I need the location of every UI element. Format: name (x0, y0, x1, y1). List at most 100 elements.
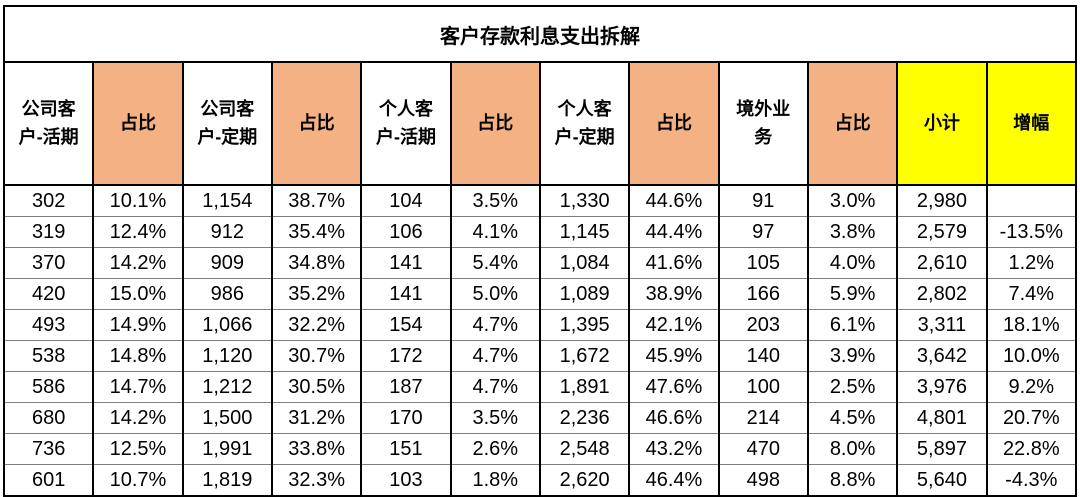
table-row: 493 14.9% 1,066 32.2% 154 4.7% 1,395 42.1% 203 6.… (2, 309, 1078, 341)
header-cell: 增幅 (985, 61, 1078, 186)
table-cell: 2,548 (538, 433, 631, 465)
table-cell: 9.2% (985, 371, 1078, 403)
table-cell: 8.0% (806, 433, 899, 465)
table-cell: 1,145 (538, 216, 631, 248)
table-cell: 38.7% (270, 184, 363, 217)
table-cell: 1,154 (181, 184, 273, 217)
header-cell: 公司客户-定期 (181, 61, 273, 186)
table-cell: 3,311 (896, 309, 988, 341)
table-cell: 43.2% (628, 433, 720, 465)
table-cell: 31.2% (270, 402, 363, 434)
table-cell: 44.6% (628, 184, 720, 217)
table-cell: 104 (360, 184, 452, 217)
table-row: 601 10.7% 1,819 32.3% 103 1.8% 2,620 46.4% 498 8.… (2, 464, 1078, 497)
table-cell: 32.2% (270, 309, 363, 341)
table-cell: 44.4% (628, 216, 720, 248)
table-cell: 15.0% (92, 278, 184, 310)
table-cell: 154 (360, 309, 452, 341)
table-cell: 420 (2, 278, 95, 310)
table-cell: 18.1% (985, 309, 1078, 341)
header-row: 公司客户-活期 占比 公司客户-定期 占比 个人客户-活期 占比 个人客户-定期 占比 境外业务… (2, 61, 1078, 186)
table-cell: 736 (2, 433, 95, 465)
table-cell: 30.5% (270, 371, 363, 403)
table-cell: 14.7% (92, 371, 184, 403)
table-cell: 4.1% (449, 216, 541, 248)
table-cell: 1,395 (538, 309, 631, 341)
table-cell: 14.8% (92, 340, 184, 372)
table-cell: 586 (2, 371, 95, 403)
deposit-interest-table: 客户存款利息支出拆解 公司客户-活期 占比 公司客户-定期 占比 个人客户-活期 占比 个人… (2, 5, 1078, 497)
table-cell: 30.7% (270, 340, 363, 372)
table-row: 680 14.2% 1,500 31.2% 170 3.5% 2,236 46.6% 214 4.… (2, 402, 1078, 434)
table-cell: 141 (360, 247, 452, 279)
table-row: 302 10.1% 1,154 38.7% 104 3.5% 1,330 44.6% 91 3.0… (2, 184, 1078, 217)
table-cell: 5.9% (806, 278, 899, 310)
table-cell: 3,642 (896, 340, 988, 372)
table-cell: 12.4% (92, 216, 184, 248)
header-cell: 占比 (806, 61, 899, 186)
header-cell: 占比 (92, 61, 184, 186)
table-row: 538 14.8% 1,120 30.7% 172 4.7% 1,672 45.9% 140 3.… (2, 340, 1078, 372)
table-cell: 12.5% (92, 433, 184, 465)
table-cell: 986 (181, 278, 273, 310)
table-cell: 187 (360, 371, 452, 403)
table-cell: 1,330 (538, 184, 631, 217)
table-cell: 1,991 (181, 433, 273, 465)
table-cell: 172 (360, 340, 452, 372)
table-cell: 498 (717, 464, 809, 497)
table-cell: 470 (717, 433, 809, 465)
table-cell: 4.7% (449, 309, 541, 341)
table-cell: 909 (181, 247, 273, 279)
table-cell: 1.2% (985, 247, 1078, 279)
table-cell: 22.8% (985, 433, 1078, 465)
table-cell: 38.9% (628, 278, 720, 310)
table-cell: 5.4% (449, 247, 541, 279)
table-cell: 20.7% (985, 402, 1078, 434)
table-cell: 1,672 (538, 340, 631, 372)
table-cell: 45.9% (628, 340, 720, 372)
table-cell: 214 (717, 402, 809, 434)
table-cell: 42.1% (628, 309, 720, 341)
table-cell: 14.9% (92, 309, 184, 341)
table-cell: 166 (717, 278, 809, 310)
table-cell: 2,579 (896, 216, 988, 248)
table-cell: 34.8% (270, 247, 363, 279)
table-cell: 14.2% (92, 247, 184, 279)
table-cell: 5.0% (449, 278, 541, 310)
table-cell: 10.7% (92, 464, 184, 497)
table-cell: 680 (2, 402, 95, 434)
table-cell: 5,640 (896, 464, 988, 497)
table-cell: 46.4% (628, 464, 720, 497)
table-cell: 91 (717, 184, 809, 217)
table-cell: 35.4% (270, 216, 363, 248)
table-cell: 493 (2, 309, 95, 341)
table-cell: 3.5% (449, 184, 541, 217)
table-cell: 319 (2, 216, 95, 248)
header-cell: 小计 (896, 61, 988, 186)
table-row: 319 12.4% 912 35.4% 106 4.1% 1,145 44.4% 97 3.8% 2… (2, 216, 1078, 248)
table-cell: 3.5% (449, 402, 541, 434)
table-cell: 7.4% (985, 278, 1078, 310)
table-row: 736 12.5% 1,991 33.8% 151 2.6% 2,548 43.2% 470 8.… (2, 433, 1078, 465)
table-cell: 6.1% (806, 309, 899, 341)
table-cell: 2.6% (449, 433, 541, 465)
table-cell: 4.7% (449, 371, 541, 403)
table-cell: 1,089 (538, 278, 631, 310)
table-cell: 203 (717, 309, 809, 341)
table-cell: 97 (717, 216, 809, 248)
table-cell: 100 (717, 371, 809, 403)
table-cell: 3.8% (806, 216, 899, 248)
table-cell: 2.5% (806, 371, 899, 403)
table-cell: 1,066 (181, 309, 273, 341)
table-cell: 2,802 (896, 278, 988, 310)
table-cell: 4.0% (806, 247, 899, 279)
table-cell: 141 (360, 278, 452, 310)
table-cell: 46.6% (628, 402, 720, 434)
header-cell: 占比 (628, 61, 720, 186)
table-cell: 3,976 (896, 371, 988, 403)
table-row: 370 14.2% 909 34.8% 141 5.4% 1,084 41.6% 105 4.0%… (2, 247, 1078, 279)
table-cell: 10.0% (985, 340, 1078, 372)
table-cell: 1,500 (181, 402, 273, 434)
table-cell: 1,819 (181, 464, 273, 497)
table-cell: 1,120 (181, 340, 273, 372)
